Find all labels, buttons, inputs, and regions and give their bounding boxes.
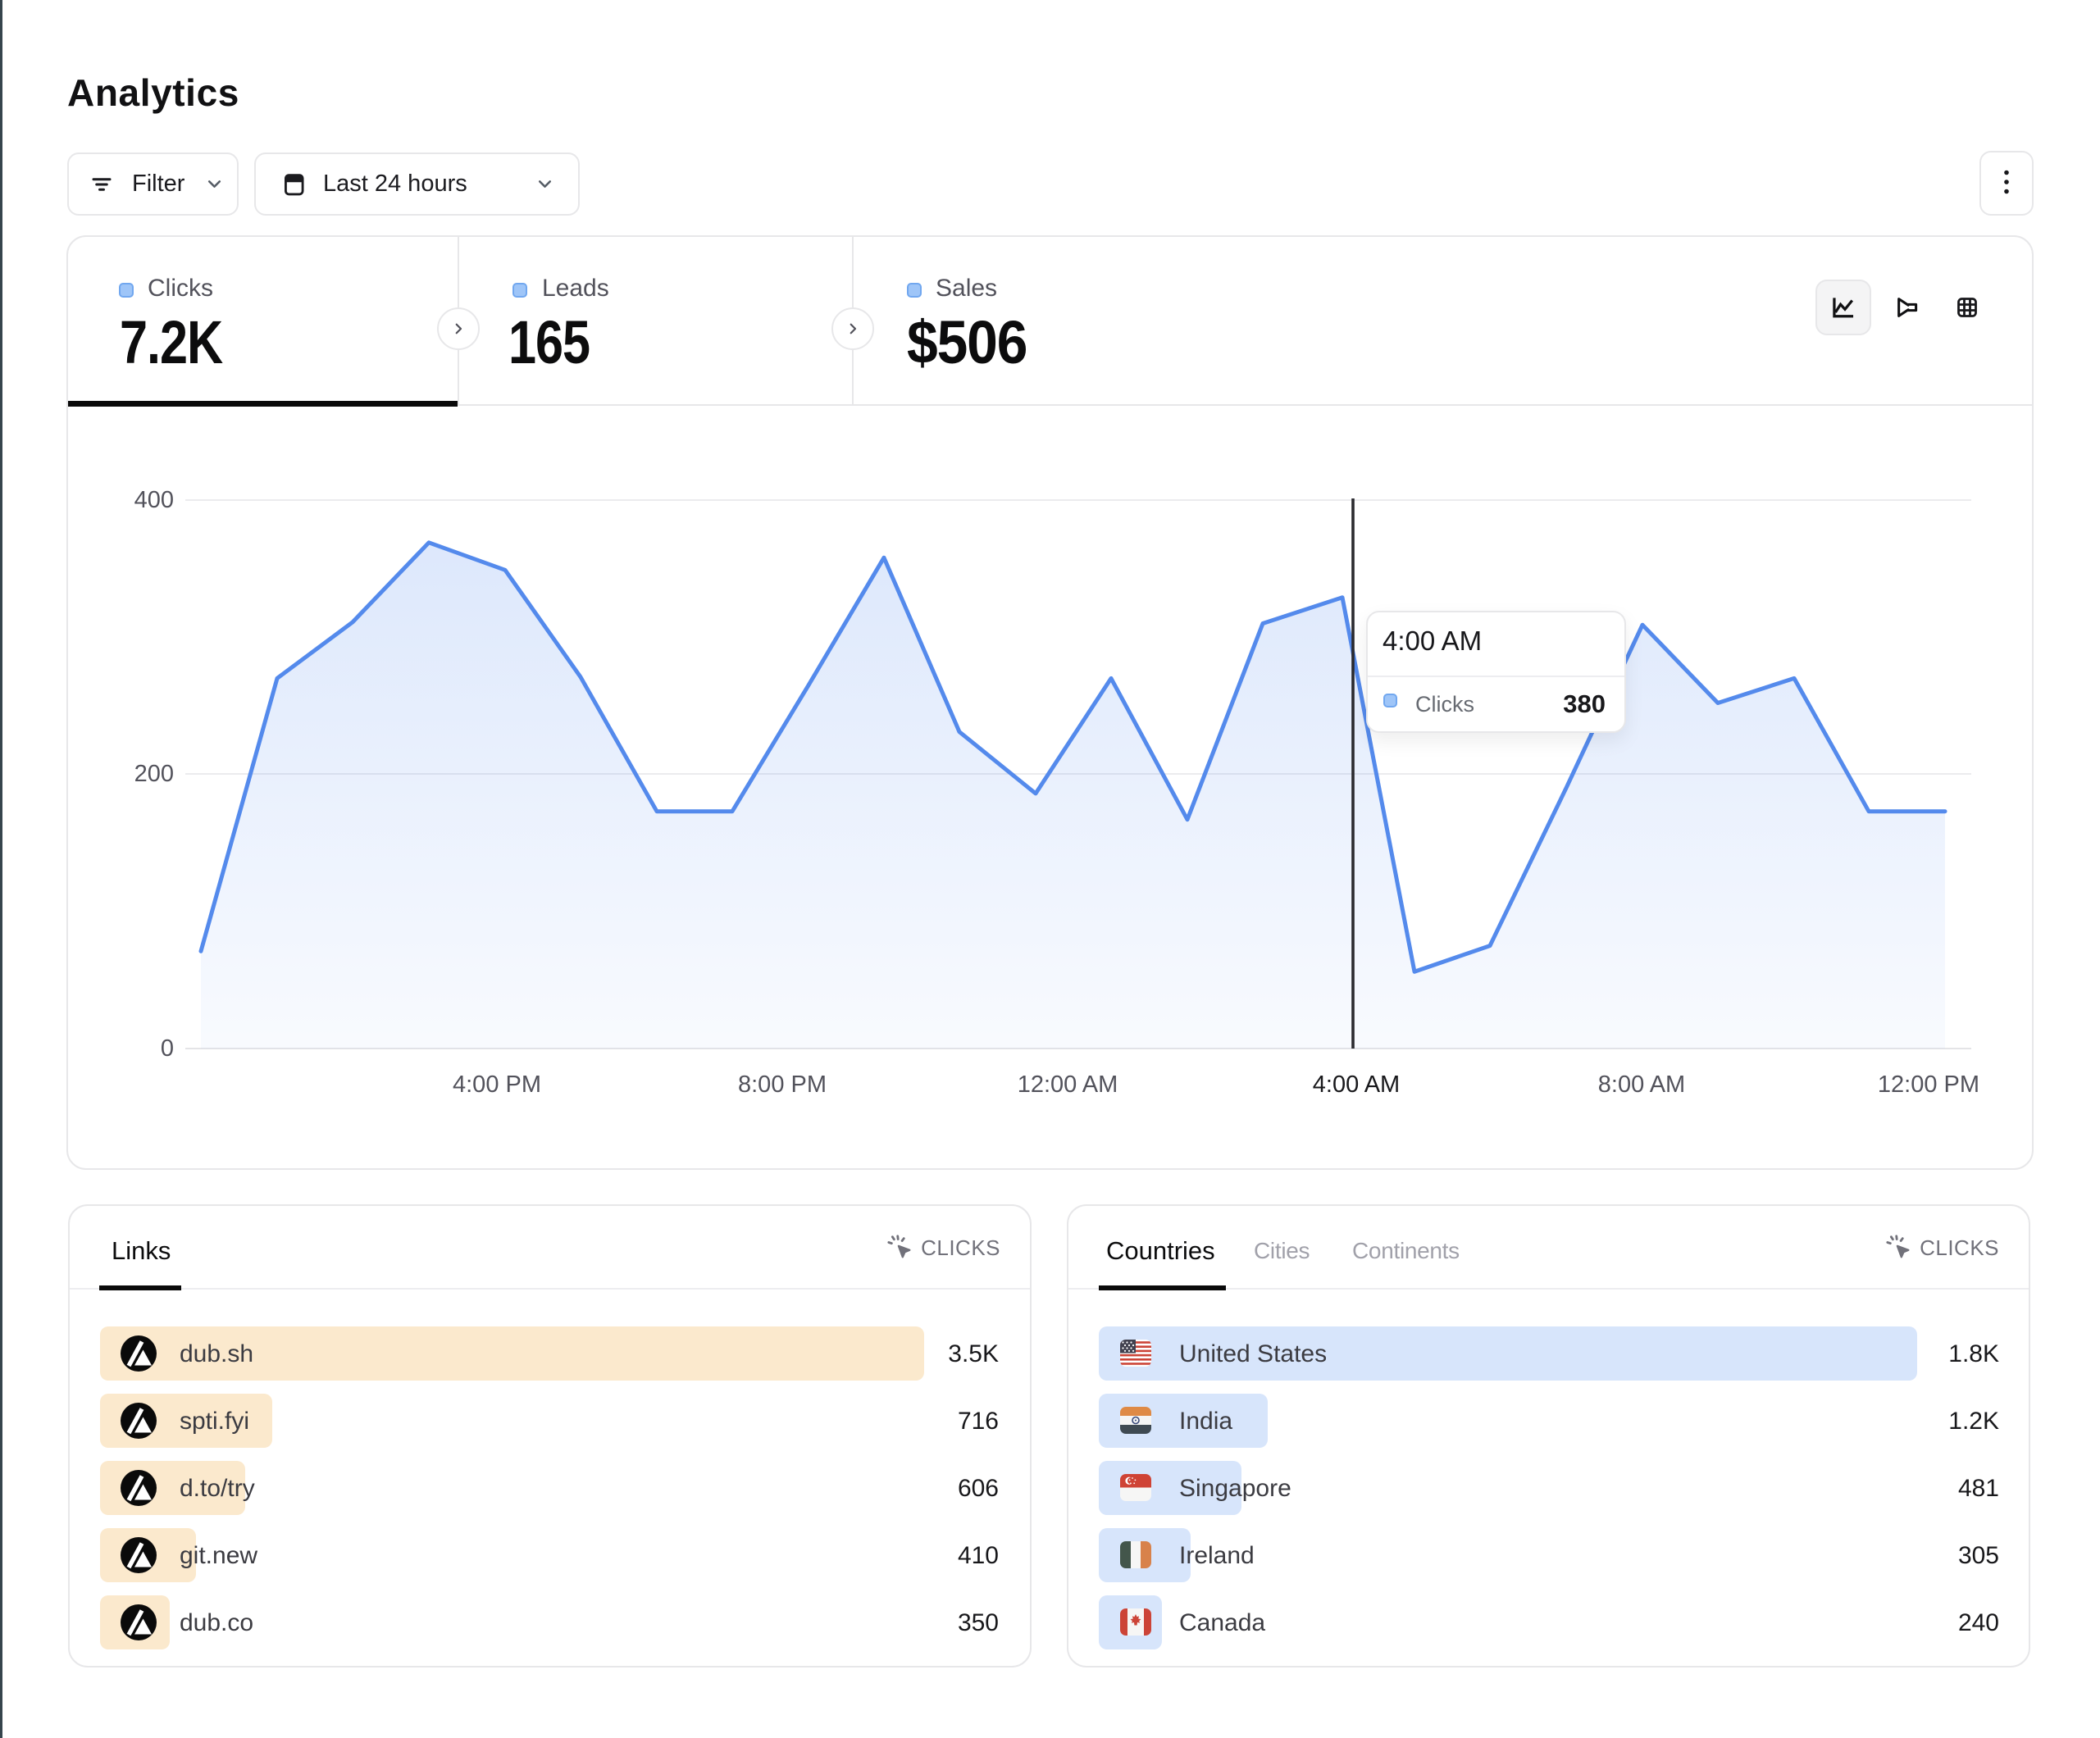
svg-text:400: 400 [134,487,174,513]
svg-text:12:00 AM: 12:00 AM [1018,1071,1118,1098]
svg-text:0: 0 [161,1035,174,1062]
svg-text:4:00 PM: 4:00 PM [453,1071,541,1098]
svg-text:8:00 PM: 8:00 PM [738,1071,827,1098]
svg-text:200: 200 [134,761,174,787]
svg-text:4:00 AM: 4:00 AM [1313,1071,1400,1098]
svg-text:8:00 AM: 8:00 AM [1598,1071,1685,1098]
svg-text:12:00 PM: 12:00 PM [1878,1071,1979,1098]
